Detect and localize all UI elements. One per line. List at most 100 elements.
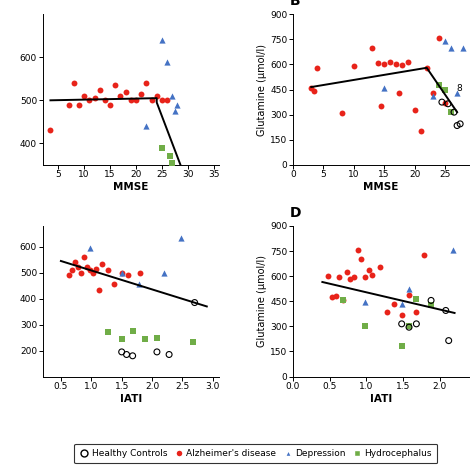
Point xyxy=(177,234,185,241)
Point xyxy=(442,307,449,314)
Point xyxy=(158,36,166,44)
Point xyxy=(168,174,176,182)
Point xyxy=(132,97,140,104)
Point xyxy=(308,84,315,91)
Point xyxy=(153,348,161,356)
Point xyxy=(168,92,176,100)
Point xyxy=(46,127,54,134)
Point xyxy=(380,61,388,68)
Point xyxy=(77,269,85,276)
Point xyxy=(435,81,443,88)
Point xyxy=(118,348,126,356)
Point xyxy=(160,269,168,276)
Point xyxy=(191,299,199,306)
Point xyxy=(405,58,412,66)
Point xyxy=(92,265,100,273)
Point xyxy=(129,352,137,360)
Point xyxy=(447,109,455,116)
Point xyxy=(336,273,343,281)
Point xyxy=(444,100,452,108)
Point xyxy=(89,269,97,276)
Point xyxy=(74,264,82,271)
Text: B: B xyxy=(290,0,300,8)
Point xyxy=(324,273,332,280)
Point xyxy=(338,109,346,117)
Point xyxy=(405,285,413,292)
Point xyxy=(173,185,181,192)
Point xyxy=(374,59,382,66)
Point xyxy=(453,89,461,97)
Point xyxy=(423,64,430,72)
Point xyxy=(143,79,150,87)
Point xyxy=(182,202,189,210)
Point xyxy=(380,84,388,91)
Point xyxy=(398,300,405,308)
Point xyxy=(405,323,413,331)
Point xyxy=(339,297,346,304)
Point xyxy=(398,312,405,319)
Point xyxy=(70,79,78,87)
Point xyxy=(412,295,420,302)
Point xyxy=(435,35,443,42)
Point xyxy=(158,144,166,152)
Point xyxy=(182,178,189,186)
Point xyxy=(350,273,358,281)
Point xyxy=(441,87,449,94)
Text: D: D xyxy=(290,206,301,220)
Legend: Healthy Controls, Alzheimer's disease, Depression, Hydrocephalus: Healthy Controls, Alzheimer's disease, D… xyxy=(74,444,438,464)
Point xyxy=(143,122,150,130)
Point xyxy=(386,58,394,66)
Point xyxy=(105,328,112,336)
Point xyxy=(399,62,406,69)
Point xyxy=(164,58,171,65)
Point xyxy=(164,174,171,182)
Point xyxy=(376,263,383,271)
Point xyxy=(391,300,398,308)
Point xyxy=(136,269,144,276)
Point xyxy=(368,44,376,52)
X-axis label: MMSE: MMSE xyxy=(364,182,399,192)
Point xyxy=(137,90,145,98)
Point xyxy=(429,89,437,97)
Point xyxy=(105,266,112,274)
Point xyxy=(328,293,336,301)
Point xyxy=(184,182,191,190)
Point xyxy=(135,281,143,288)
Point xyxy=(171,185,179,192)
Point xyxy=(158,97,166,104)
Point xyxy=(148,97,155,104)
Point xyxy=(383,309,391,316)
Point xyxy=(449,246,457,254)
Point xyxy=(354,246,361,254)
Point xyxy=(377,102,385,110)
X-axis label: MMSE: MMSE xyxy=(113,182,148,192)
Point xyxy=(168,159,176,166)
Point xyxy=(361,273,369,281)
X-axis label: IATI: IATI xyxy=(119,394,142,404)
Point xyxy=(427,301,435,309)
Point xyxy=(456,120,464,128)
Point xyxy=(173,101,181,109)
Point xyxy=(68,266,76,274)
Point xyxy=(141,335,148,343)
Point xyxy=(343,268,350,276)
Point xyxy=(453,122,461,129)
Point xyxy=(91,94,98,102)
Point xyxy=(310,87,318,95)
Point xyxy=(127,97,135,104)
Point xyxy=(171,107,179,115)
Point xyxy=(179,204,186,212)
Point xyxy=(164,97,171,104)
Point xyxy=(122,88,129,95)
Point xyxy=(417,127,424,134)
Point xyxy=(357,255,365,262)
Point xyxy=(95,286,103,293)
Point xyxy=(173,170,181,177)
X-axis label: IATI: IATI xyxy=(370,394,392,404)
Point xyxy=(398,320,405,328)
Point xyxy=(441,37,449,45)
Point xyxy=(153,92,161,100)
Point xyxy=(441,99,449,107)
Point xyxy=(368,272,376,279)
Point xyxy=(412,309,420,316)
